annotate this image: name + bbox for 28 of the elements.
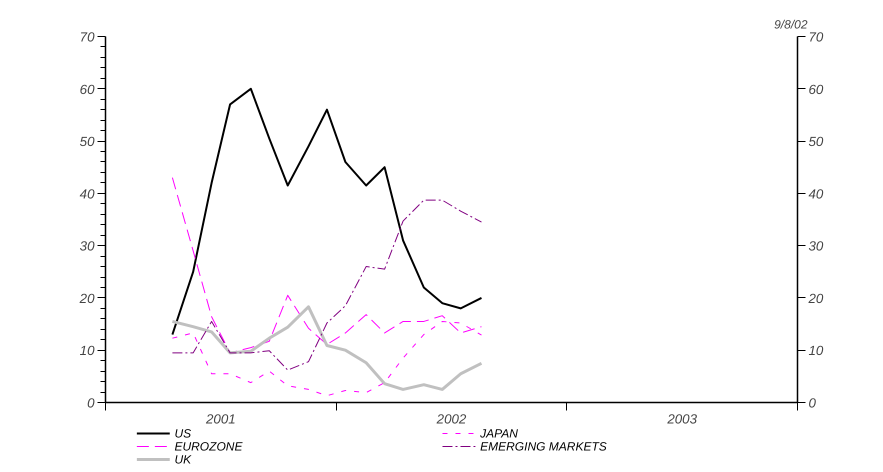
line-series — [171, 88, 482, 336]
y-tick-label: 30 — [80, 238, 96, 254]
x-tick-label: 2003 — [666, 412, 698, 426]
text: 9/8/02 — [774, 18, 808, 32]
legend-label: UK — [174, 452, 192, 466]
legend-label: JAPAN — [479, 426, 518, 440]
y-tick-label: 20 — [78, 290, 96, 306]
y2-tick-label: 60 — [808, 82, 824, 97]
y2-tick-label: 20 — [808, 290, 824, 306]
y-tick-label: 40 — [80, 186, 96, 202]
y-tick-label: 0 — [87, 396, 96, 410]
x-tick-label: 2001 — [205, 412, 236, 426]
y2-tick-label: 70 — [808, 30, 824, 44]
y2-tick-label: 40 — [808, 186, 824, 202]
line-series — [170, 305, 483, 391]
y-tick-label: 60 — [80, 82, 96, 97]
y2-tick-label: 0 — [808, 396, 816, 410]
legend-label: US — [174, 426, 192, 440]
y2-tick-label: 30 — [808, 238, 824, 254]
y-tick-label: 70 — [80, 30, 96, 44]
y-tick-label: 50 — [80, 134, 96, 150]
x-tick-label: 2002 — [436, 412, 467, 426]
y2-tick-label: 50 — [808, 134, 824, 150]
y2-tick-label: 10 — [808, 343, 824, 358]
y-tick-label: 10 — [80, 343, 96, 358]
legend-label: EUROZONE — [174, 440, 244, 454]
legend-label: EMERGING MARKETS — [480, 440, 607, 454]
line-series — [172, 200, 482, 371]
